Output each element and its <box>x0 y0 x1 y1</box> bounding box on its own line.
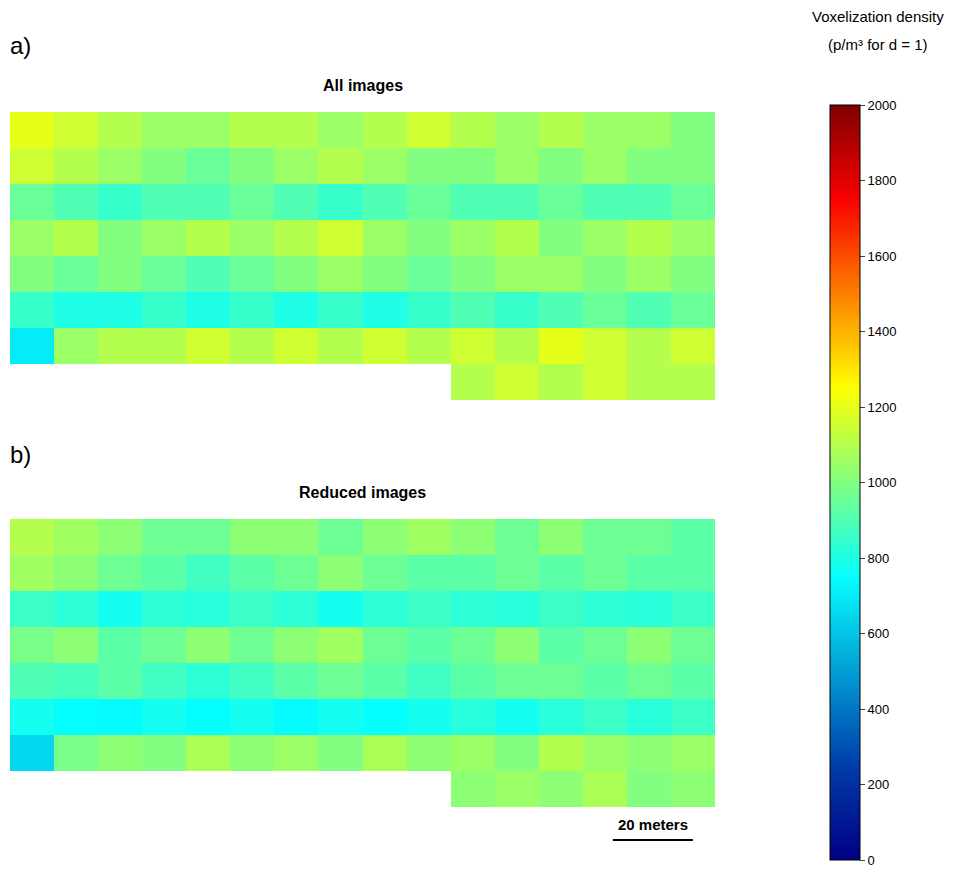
svg-text:400: 400 <box>868 702 890 717</box>
svg-text:b): b) <box>10 441 31 468</box>
svg-text:Reduced images: Reduced images <box>299 484 426 501</box>
svg-text:600: 600 <box>868 626 890 641</box>
svg-text:a): a) <box>10 32 31 59</box>
svg-text:1000: 1000 <box>868 475 897 490</box>
svg-text:(p/m³ for d = 1): (p/m³ for d = 1) <box>828 36 928 53</box>
svg-text:200: 200 <box>868 777 890 792</box>
svg-text:All images: All images <box>323 77 403 94</box>
svg-text:1800: 1800 <box>868 173 897 188</box>
svg-text:0: 0 <box>868 853 875 868</box>
svg-text:1600: 1600 <box>868 249 897 264</box>
svg-text:20 meters: 20 meters <box>618 816 688 833</box>
svg-text:1400: 1400 <box>868 324 897 339</box>
svg-text:1200: 1200 <box>868 400 897 415</box>
svg-text:Voxelization density: Voxelization density <box>812 8 944 25</box>
svg-text:2000: 2000 <box>868 98 897 113</box>
svg-text:800: 800 <box>868 551 890 566</box>
